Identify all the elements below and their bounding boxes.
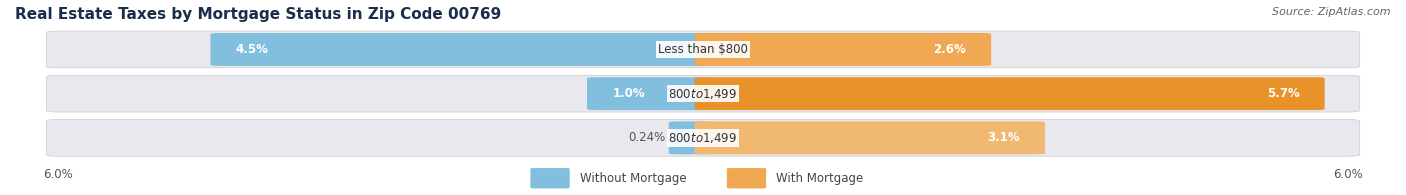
FancyBboxPatch shape: [46, 31, 1360, 68]
FancyBboxPatch shape: [46, 120, 1360, 156]
FancyBboxPatch shape: [586, 77, 711, 110]
Text: Without Mortgage: Without Mortgage: [579, 172, 686, 185]
Text: 1.0%: 1.0%: [612, 87, 645, 100]
Text: 6.0%: 6.0%: [1334, 168, 1364, 181]
Text: $800 to $1,499: $800 to $1,499: [668, 87, 738, 101]
FancyBboxPatch shape: [695, 121, 1045, 154]
Text: 2.6%: 2.6%: [934, 43, 966, 56]
Text: Source: ZipAtlas.com: Source: ZipAtlas.com: [1272, 7, 1391, 17]
Text: 4.5%: 4.5%: [236, 43, 269, 56]
FancyBboxPatch shape: [669, 121, 711, 154]
Text: 0.24%: 0.24%: [628, 131, 666, 144]
Text: Less than $800: Less than $800: [658, 43, 748, 56]
Text: Real Estate Taxes by Mortgage Status in Zip Code 00769: Real Estate Taxes by Mortgage Status in …: [15, 7, 502, 22]
Text: $800 to $1,499: $800 to $1,499: [668, 131, 738, 145]
FancyBboxPatch shape: [727, 168, 766, 188]
Text: 3.1%: 3.1%: [987, 131, 1019, 144]
Text: 6.0%: 6.0%: [42, 168, 72, 181]
FancyBboxPatch shape: [46, 75, 1360, 112]
FancyBboxPatch shape: [695, 77, 1324, 110]
Text: With Mortgage: With Mortgage: [776, 172, 863, 185]
FancyBboxPatch shape: [530, 168, 569, 188]
Text: 5.7%: 5.7%: [1267, 87, 1299, 100]
FancyBboxPatch shape: [211, 33, 711, 66]
FancyBboxPatch shape: [695, 33, 991, 66]
